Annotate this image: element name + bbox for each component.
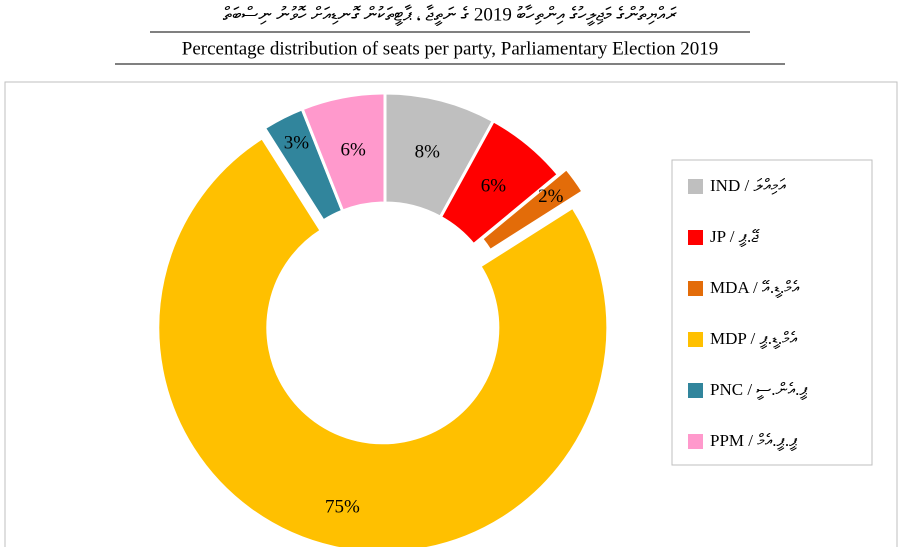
- data-label: 8%: [415, 142, 441, 163]
- legend-swatch: [688, 332, 703, 347]
- legend-swatch: [688, 383, 703, 398]
- chart-title: ރައްޔިތުންގެ މަޖިލީހުގެ އިންތިހާބު 2019 …: [223, 4, 677, 26]
- data-label: 2%: [538, 186, 564, 207]
- legend-swatch: [688, 434, 703, 449]
- chart-subtitle: Percentage distribution of seats per par…: [182, 38, 718, 59]
- data-label: 3%: [284, 133, 310, 154]
- legend-label: MDA / އެމް.ޑީ.އޭ: [710, 278, 800, 298]
- legend-swatch: [688, 179, 703, 194]
- legend-box: [671, 159, 873, 466]
- data-label: 75%: [325, 497, 360, 518]
- donut-slice: [300, 91, 387, 214]
- data-label: 6%: [340, 139, 366, 160]
- legend-swatch: [688, 281, 703, 296]
- legend-label: JP / ޖޭ.ޕީ: [710, 227, 760, 247]
- donut-slice: [479, 166, 586, 253]
- legend-swatch: [688, 230, 703, 245]
- legend-label: PPM / ޕީ.ޕީ.އެމް: [710, 431, 798, 451]
- plot-frame: [4, 81, 898, 547]
- data-label: 6%: [481, 175, 507, 196]
- donut-slice: [156, 135, 610, 547]
- legend-label: IND / އަމިއްލަ: [710, 176, 786, 195]
- legend-label: PNC / ޕީ.އެން.ސީ: [710, 380, 808, 400]
- legend-label: MDP / އެމް.ޑީ.ޕީ: [710, 329, 798, 349]
